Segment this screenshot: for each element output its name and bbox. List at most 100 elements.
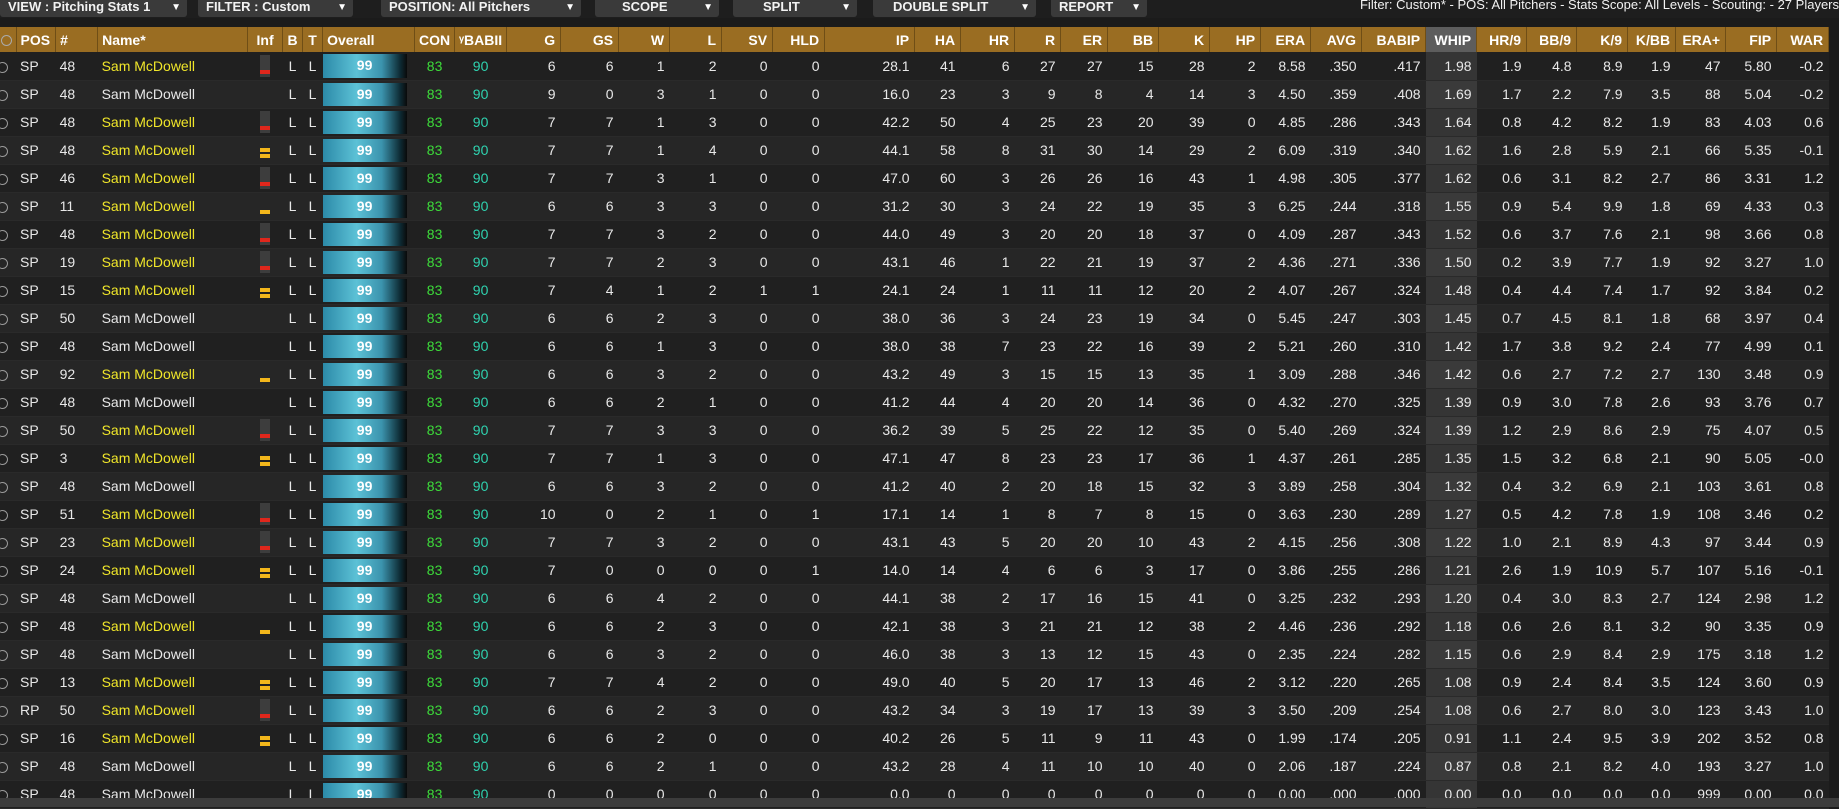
row-radio-icon[interactable] xyxy=(0,369,8,381)
player-name-link[interactable]: Sam McDowell xyxy=(97,332,248,361)
row-radio-icon[interactable] xyxy=(0,341,8,353)
select-all-radio-icon[interactable] xyxy=(0,35,12,47)
column-header-bb[interactable]: BB xyxy=(1107,27,1160,52)
table-row[interactable]: SP 48 Sam McDowell L L 99 83 90 6 6 2 1 0 0 41.2 44 4 20 2… xyxy=(0,388,1829,417)
column-header-hp[interactable]: HP xyxy=(1209,27,1262,52)
row-radio-icon[interactable] xyxy=(0,145,8,157)
table-row[interactable]: SP 92 Sam McDowell L L 99 83 90 6 6 3 2 0 0 43.2 49 3 15 1… xyxy=(0,360,1829,389)
table-row[interactable]: SP 48 Sam McDowell L L 99 83 90 9 0 3 1 0 0 16.0 23 3 9 8 4… xyxy=(0,80,1829,109)
column-header-pos[interactable]: POS xyxy=(16,27,57,52)
row-radio-icon[interactable] xyxy=(0,593,8,605)
row-radio-icon[interactable] xyxy=(0,705,8,717)
column-header-er[interactable]: ER xyxy=(1060,27,1109,52)
table-row[interactable]: SP 48 Sam McDowell L L 99 83 90 7 7 3 2 0 0 44.0 49 3 20 2… xyxy=(0,220,1829,249)
double-split-dropdown[interactable]: DOUBLE SPLIT ▼ xyxy=(873,0,1036,17)
column-header-eraplus[interactable]: ERA+ xyxy=(1675,27,1727,52)
player-name-link[interactable]: Sam McDowell xyxy=(97,612,248,641)
column-header-inf[interactable]: Inf xyxy=(247,27,284,52)
player-name-link[interactable]: Sam McDowell xyxy=(97,164,248,193)
player-name-link[interactable]: Sam McDowell xyxy=(97,584,248,613)
row-radio-icon[interactable] xyxy=(0,229,8,241)
player-name-link[interactable]: Sam McDowell xyxy=(97,668,248,697)
column-header-ovr[interactable]: Overall xyxy=(322,27,416,52)
player-name-link[interactable]: Sam McDowell xyxy=(97,304,248,333)
row-radio-icon[interactable] xyxy=(0,201,8,213)
row-radio-icon[interactable] xyxy=(0,649,8,661)
player-name-link[interactable]: Sam McDowell xyxy=(97,528,248,557)
player-name-link[interactable]: Sam McDowell xyxy=(97,220,248,249)
split-dropdown[interactable]: SPLIT ▼ xyxy=(733,0,857,17)
player-name-link[interactable]: Sam McDowell xyxy=(97,388,248,417)
column-header-fip[interactable]: FIP xyxy=(1725,27,1778,52)
player-name-link[interactable]: Sam McDowell xyxy=(97,724,248,753)
table-row[interactable]: SP 50 Sam McDowell L L 99 83 90 6 6 2 3 0 0 38.0 36 3 24 2… xyxy=(0,304,1829,333)
horizontal-scrollbar[interactable] xyxy=(0,798,1839,807)
column-header-k[interactable]: K xyxy=(1158,27,1211,52)
row-radio-icon[interactable] xyxy=(0,257,8,269)
player-name-link[interactable]: Sam McDowell xyxy=(97,276,248,305)
row-radio-icon[interactable] xyxy=(0,565,8,577)
column-header-k9[interactable]: K/9 xyxy=(1576,27,1629,52)
column-header-ha[interactable]: HA xyxy=(914,27,962,52)
row-radio-icon[interactable] xyxy=(0,313,8,325)
player-name-link[interactable]: Sam McDowell xyxy=(97,416,248,445)
player-name-link[interactable]: Sam McDowell xyxy=(97,472,248,501)
table-row[interactable]: SP 46 Sam McDowell L L 99 83 90 7 7 3 1 0 0 47.0 60 3 26 2… xyxy=(0,164,1829,193)
column-header-con[interactable]: CON xyxy=(414,27,456,52)
table-row[interactable]: SP 48 Sam McDowell L L 99 83 90 6 6 3 2 0 0 46.0 38 3 13 1… xyxy=(0,640,1829,669)
table-row[interactable]: SP 48 Sam McDowell L L 99 83 90 6 6 3 2 0 0 41.2 40 2 20 1… xyxy=(0,472,1829,501)
row-radio-icon[interactable] xyxy=(0,425,8,437)
player-name-link[interactable]: Sam McDowell xyxy=(97,500,248,529)
table-row[interactable]: RP 50 Sam McDowell L L 99 83 90 6 6 2 3 0 0 43.2 34 3 19 1… xyxy=(0,696,1829,725)
column-header-war[interactable]: WAR xyxy=(1776,27,1830,52)
player-name-link[interactable]: Sam McDowell xyxy=(97,136,248,165)
column-header-g[interactable]: G xyxy=(506,27,562,52)
player-name-link[interactable]: Sam McDowell xyxy=(97,556,248,585)
row-radio-icon[interactable] xyxy=(0,89,8,101)
table-row[interactable]: SP 16 Sam McDowell L L 99 83 90 6 6 2 0 0 0 40.2 26 5 11 9… xyxy=(0,724,1829,753)
column-header-gs[interactable]: GS xyxy=(560,27,620,52)
column-header-babip[interactable]: BABIP xyxy=(1361,27,1427,52)
column-header-avg[interactable]: AVG xyxy=(1310,27,1363,52)
column-header-l[interactable]: L xyxy=(669,27,723,52)
player-name-link[interactable]: Sam McDowell xyxy=(97,80,248,109)
player-name-link[interactable]: Sam McDowell xyxy=(97,192,248,221)
column-header-radio[interactable] xyxy=(0,27,17,52)
scope-dropdown[interactable]: SCOPE ▼ xyxy=(595,0,719,17)
column-header-whip[interactable]: WHIP xyxy=(1425,27,1478,52)
report-dropdown[interactable]: REPORT ▼ xyxy=(1051,0,1147,17)
column-header-hr9[interactable]: HR/9 xyxy=(1476,27,1528,52)
table-row[interactable]: SP 48 Sam McDowell L L 99 83 90 6 6 4 2 0 0 44.1 38 2 17 1… xyxy=(0,584,1829,613)
column-header-w[interactable]: W xyxy=(618,27,671,52)
table-row[interactable]: SP 48 Sam McDowell L L 99 83 90 6 6 1 2 0 0 28.1 41 6 27 2… xyxy=(0,52,1829,81)
player-name-link[interactable]: Sam McDowell xyxy=(97,640,248,669)
column-header-era[interactable]: ERA xyxy=(1260,27,1312,52)
table-row[interactable]: SP 23 Sam McDowell L L 99 83 90 7 7 3 2 0 0 43.1 43 5 20 2… xyxy=(0,528,1829,557)
column-header-ip[interactable]: IP xyxy=(824,27,916,52)
column-header-b[interactable]: B xyxy=(282,27,304,52)
player-name-link[interactable]: Sam McDowell xyxy=(97,444,248,473)
row-radio-icon[interactable] xyxy=(0,509,8,521)
table-row[interactable]: SP 3 Sam McDowell L L 99 83 90 7 7 1 3 0 0 47.1 47 8 23 23… xyxy=(0,444,1829,473)
column-header-bb9[interactable]: BB/9 xyxy=(1526,27,1578,52)
column-header-babii[interactable]: ᵞBABII xyxy=(454,27,508,52)
table-row[interactable]: SP 15 Sam McDowell L L 99 83 90 7 4 1 2 1 1 24.1 24 1 11 1… xyxy=(0,276,1829,305)
column-header-kbb[interactable]: K/BB xyxy=(1627,27,1677,52)
table-row[interactable]: SP 48 Sam McDowell L L 99 83 90 6 6 2 1 0 0 43.2 28 4 11 1… xyxy=(0,752,1829,781)
table-row[interactable]: SP 11 Sam McDowell L L 99 83 90 6 6 3 3 0 0 31.2 30 3 24 2… xyxy=(0,192,1829,221)
column-header-hld[interactable]: HLD xyxy=(772,27,826,52)
table-row[interactable]: SP 48 Sam McDowell L L 99 83 90 6 6 2 3 0 0 42.1 38 3 21 2… xyxy=(0,612,1829,641)
column-header-sv[interactable]: SV xyxy=(721,27,774,52)
table-row[interactable]: SP 48 Sam McDowell L L 99 83 90 7 7 1 3 0 0 42.2 50 4 25 2… xyxy=(0,108,1829,137)
table-row[interactable]: SP 48 Sam McDowell L L 99 83 90 6 6 1 3 0 0 38.0 38 7 23 2… xyxy=(0,332,1829,361)
column-header-t[interactable]: T xyxy=(302,27,324,52)
player-name-link[interactable]: Sam McDowell xyxy=(97,52,248,81)
player-name-link[interactable]: Sam McDowell xyxy=(97,248,248,277)
row-radio-icon[interactable] xyxy=(0,761,8,773)
row-radio-icon[interactable] xyxy=(0,285,8,297)
column-header-hr[interactable]: HR xyxy=(960,27,1016,52)
column-header-num[interactable]: # xyxy=(55,27,99,52)
row-radio-icon[interactable] xyxy=(0,733,8,745)
filter-dropdown[interactable]: FILTER : Custom ▼ xyxy=(198,0,353,17)
row-radio-icon[interactable] xyxy=(0,397,8,409)
